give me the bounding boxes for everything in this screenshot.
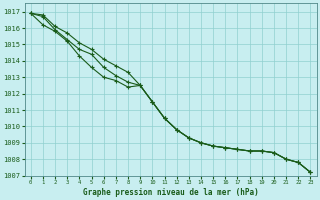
X-axis label: Graphe pression niveau de la mer (hPa): Graphe pression niveau de la mer (hPa) [83, 188, 259, 197]
